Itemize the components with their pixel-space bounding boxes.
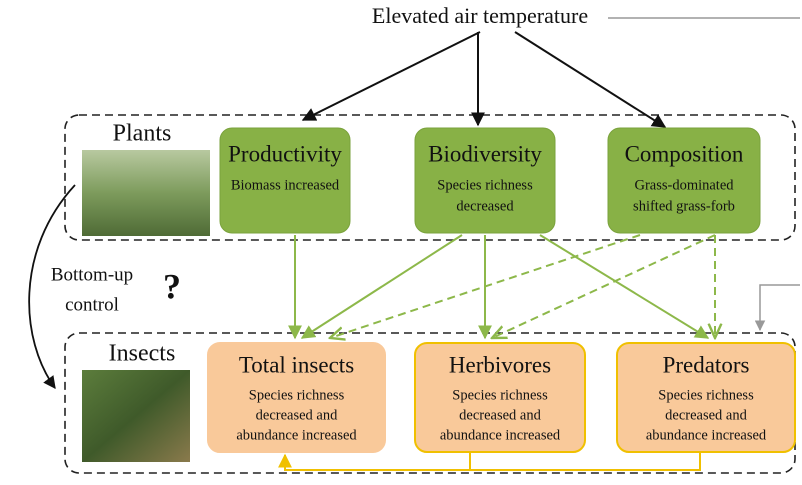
layout: [28, 17, 800, 474]
plant-node: [219, 127, 351, 234]
arrow: [28, 184, 76, 390]
plant-photo: [82, 150, 210, 236]
node-title: Herbivores: [449, 352, 551, 377]
node-text: Species richness: [452, 387, 548, 403]
side-label: Bottom-up: [51, 264, 133, 285]
arrow: [492, 234, 716, 338]
arrow: [278, 452, 701, 471]
arrow: [300, 234, 463, 339]
node-text: Biomass increased: [231, 177, 340, 193]
side-label: control: [65, 294, 119, 315]
arrow: [301, 31, 481, 121]
group-label: Plants: [113, 121, 172, 147]
node-text: decreased and: [256, 407, 338, 423]
plant-node: [607, 127, 761, 234]
node-text: Species richness: [437, 177, 533, 193]
node-text: decreased: [456, 198, 514, 214]
plants-box: [64, 114, 796, 241]
plant-node: [414, 127, 556, 234]
node-text: decreased and: [459, 407, 541, 423]
arrow: [514, 31, 667, 128]
node-text: decreased and: [665, 407, 747, 423]
node-text: shifted grass-forb: [633, 198, 735, 214]
question-mark: ?: [163, 266, 181, 306]
node-title: Total insects: [239, 352, 354, 377]
node-text: abundance increased: [236, 427, 357, 443]
node-text: Grass-dominated: [634, 177, 734, 193]
insect-photo: [82, 370, 190, 462]
node-title: Predators: [663, 352, 750, 377]
node-text: abundance increased: [646, 427, 767, 443]
node-text: Species richness: [658, 387, 754, 403]
node-title: Productivity: [228, 141, 342, 166]
node-text: Species richness: [249, 387, 345, 403]
node-title: Biodiversity: [428, 141, 542, 166]
insect-node: [414, 342, 586, 453]
connector: [754, 284, 800, 332]
node-text: abundance increased: [440, 427, 561, 443]
group-label: Insects: [109, 341, 176, 367]
arrow: [539, 234, 710, 339]
arrow: [330, 234, 641, 338]
insect-node: [616, 342, 796, 453]
top-label: Elevated air temperature: [372, 3, 588, 28]
node-title: Composition: [625, 141, 744, 166]
insects-box: [64, 332, 796, 474]
insect-node: [207, 342, 386, 453]
